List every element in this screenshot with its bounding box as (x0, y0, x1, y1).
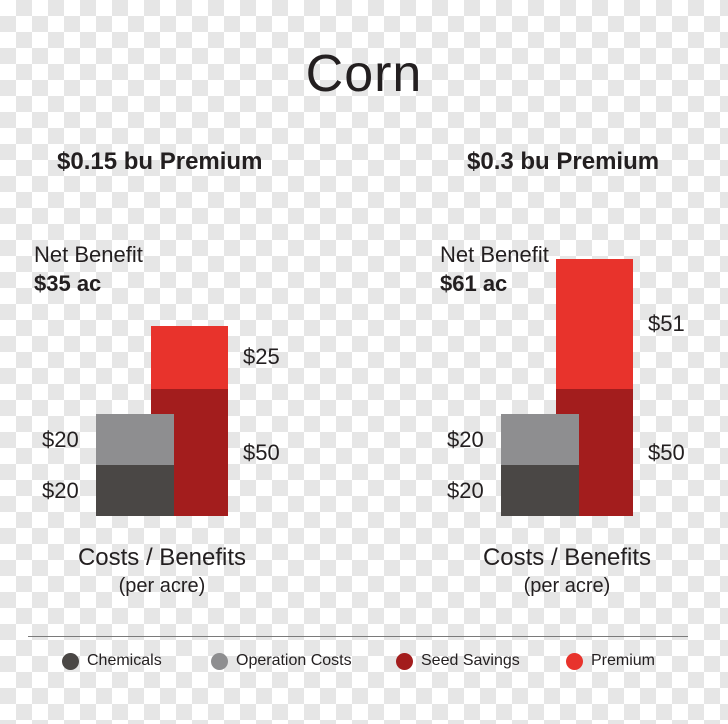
label-premium: $25 (243, 344, 280, 370)
bar-operation-costs (501, 414, 579, 466)
label-operation-costs: $20 (447, 426, 484, 452)
legend-item-chemicals: Chemicals (62, 652, 162, 670)
label-chemicals: $20 (42, 477, 79, 503)
net-benefit-label: Net Benefit (34, 242, 143, 267)
legend-swatch-premium (566, 652, 583, 670)
label-chemicals: $20 (447, 477, 484, 503)
chart-title: Corn (305, 45, 423, 103)
legend-label: Operation Costs (236, 652, 352, 669)
panel-1-heading: $0.15 bu Premium (57, 148, 263, 175)
panel-1-xlabel: Costs / Benefits (per acre) (42, 544, 282, 600)
legend-swatch-operation-costs (211, 652, 228, 670)
xlabel-sub: (per acre) (523, 575, 611, 597)
legend-label: Chemicals (87, 652, 162, 669)
legend-swatch-seed-savings (396, 652, 413, 670)
xlabel: Costs / Benefits (77, 544, 247, 571)
legend-item-seed-savings: Seed Savings (396, 652, 520, 670)
bar-chemicals (501, 465, 579, 516)
label-seed-savings: $50 (648, 439, 685, 465)
panel-2-net-benefit: Net Benefit $61 ac (440, 240, 560, 298)
net-benefit-label: Net Benefit (440, 242, 549, 267)
net-benefit-value: $61 ac (440, 271, 508, 296)
net-benefit-value: $35 ac (34, 271, 102, 296)
panel-2-xlabel: Costs / Benefits (per acre) (447, 544, 687, 600)
label-premium: $51 (648, 311, 685, 337)
legend-item-operation-costs: Operation Costs (211, 652, 352, 670)
label-operation-costs: $20 (42, 426, 79, 452)
legend-label: Seed Savings (421, 652, 520, 669)
bar-premium (151, 325, 228, 389)
xlabel: Costs / Benefits (482, 544, 652, 571)
panel-1-net-benefit: Net Benefit $35 ac (34, 240, 154, 298)
legend: Chemicals Operation Costs Seed Savings P… (0, 652, 728, 676)
label-seed-savings: $50 (243, 439, 280, 465)
bar-operation-costs (96, 414, 174, 466)
legend-item-premium: Premium (566, 652, 655, 670)
xlabel-sub: (per acre) (118, 575, 206, 597)
panel-2-heading: $0.3 bu Premium (467, 148, 660, 175)
bar-chemicals (96, 465, 174, 516)
legend-divider (28, 636, 688, 637)
bar-premium (556, 259, 633, 389)
legend-swatch-chemicals (62, 652, 79, 670)
legend-label: Premium (591, 652, 656, 669)
